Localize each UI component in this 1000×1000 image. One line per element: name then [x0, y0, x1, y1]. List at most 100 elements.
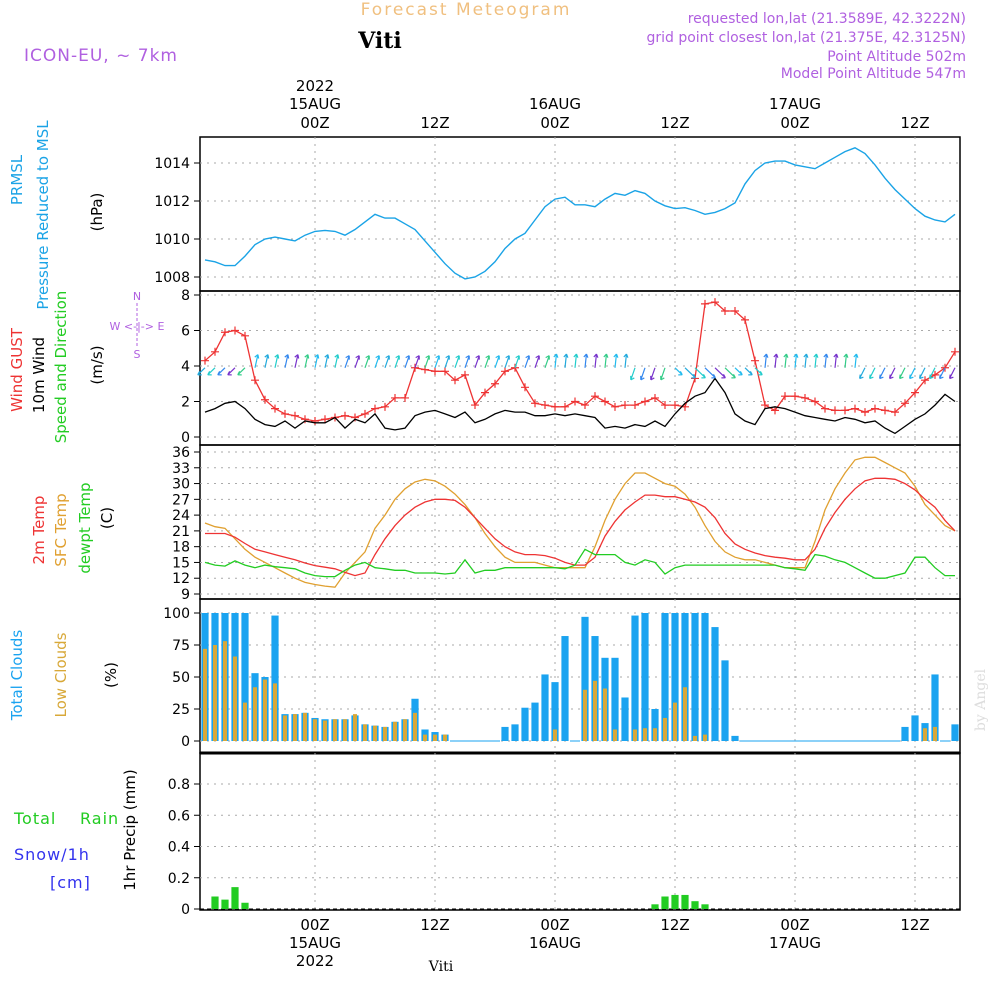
wind-direction-arrow [613, 353, 619, 368]
bottom-date-label: 15AUG [289, 934, 341, 952]
rain-label: Rain [80, 809, 119, 828]
rain-bar [221, 899, 229, 909]
wind-direction-arrow [853, 353, 859, 368]
low-cloud-bar [673, 702, 677, 741]
top-date-label: 16AUG [529, 95, 581, 113]
wind-direction-arrow [514, 355, 520, 368]
low-cloud-bar [613, 729, 617, 741]
total-cloud-bar [611, 657, 619, 741]
wind-direction-arrow [623, 353, 629, 368]
gust-marker [791, 392, 799, 401]
ytick-label: 15 [172, 555, 190, 571]
top-time-label: 00Z [540, 114, 569, 132]
low-cloud-bar [223, 641, 227, 741]
plot-layer: 1008101010121014024689121518212427303336… [154, 77, 961, 970]
low-cloud-bar [213, 645, 217, 741]
low-cloud-bar [933, 726, 937, 741]
gust-marker [891, 408, 899, 417]
wind-direction-arrow [674, 367, 683, 376]
gust-marker [371, 404, 379, 413]
footer-location: Viti [428, 959, 454, 975]
rain-bar [681, 894, 689, 909]
prmsl-long-label: Pressure Reduced to MSL [34, 120, 52, 310]
wind-direction-arrow [744, 367, 753, 376]
wind-direction-arrow [823, 353, 829, 368]
point-altitude: Point Altitude 502m [827, 49, 966, 65]
total-cloud-bar [271, 615, 279, 741]
rain-bar [661, 896, 669, 909]
gust-marker [671, 401, 679, 410]
pressure-unit-label: (hPa) [88, 193, 106, 232]
ytick-label: 50 [172, 670, 190, 686]
low-cloud-bar [693, 735, 697, 741]
gust-marker [641, 397, 649, 406]
prmsl-label: PRMSL [8, 154, 26, 205]
total-cloud-bar [561, 636, 569, 741]
wind-direction-arrow [227, 367, 236, 376]
total-cloud-bar [531, 702, 539, 741]
dewpt-line [204, 548, 955, 579]
gust-marker [571, 397, 579, 406]
gust-marker [201, 356, 209, 365]
wind-direction-arrow [344, 355, 350, 368]
wind-direction-arrow [889, 367, 896, 380]
wind-direction-arrow [454, 355, 460, 368]
wind-direction-arrow [833, 353, 839, 368]
low-cloud-bar [353, 714, 357, 741]
gust-marker [541, 401, 549, 410]
gust-marker [831, 406, 839, 415]
wind-direction-arrow [374, 355, 380, 368]
wind-direction-arrow [294, 354, 300, 368]
gust-marker [731, 306, 739, 315]
cloud-unit-label: (%) [102, 662, 120, 688]
low-cloud-bar [643, 728, 647, 741]
snow-unit-label: [cm] [50, 873, 91, 892]
gust-marker [251, 376, 259, 385]
gust-marker [301, 415, 309, 424]
total-label: Total [13, 809, 56, 828]
wind-direction-arrow [553, 353, 559, 368]
wind-direction-arrow [573, 353, 579, 368]
wind-direction-arrow [929, 367, 936, 380]
total-cloud-bar [651, 709, 659, 741]
gust-marker [871, 404, 879, 413]
gust-marker [401, 393, 409, 402]
precip-panel-labels: Total Rain Snow/1h [cm] 1hr Precip (mm) [13, 769, 139, 892]
low-cloud-bar [443, 734, 447, 741]
total-cloud-bar [661, 613, 669, 741]
ytick-label: 6 [181, 324, 190, 340]
ytick-label: 0.6 [168, 808, 190, 824]
wind-direction-arrow [284, 354, 290, 368]
wind-direction-arrow [763, 353, 769, 368]
rain-bar [691, 901, 699, 909]
wind-direction-arrow [504, 355, 510, 368]
gust-marker [461, 370, 469, 379]
wind-direction-arrow [783, 353, 789, 368]
wind-direction-arrow [237, 367, 246, 376]
rain-bar [701, 904, 709, 909]
gust-line [204, 301, 956, 422]
wind-direction-arrow [593, 353, 599, 368]
total-cloud-bar [241, 613, 249, 741]
gust-marker [221, 328, 229, 337]
low-cloud-bar [683, 687, 687, 741]
total-cloud-bar [701, 613, 709, 741]
low-cloud-bar [583, 689, 587, 741]
temp2m-label: 2m Temp [30, 496, 48, 565]
compass-we: W <-|-> E [110, 320, 165, 333]
gust-marker [751, 356, 759, 365]
top-year-label: 2022 [296, 77, 334, 95]
low-cloud-bar [243, 702, 247, 741]
low-cloud-bar [923, 728, 927, 741]
wind-direction-arrow [640, 367, 646, 381]
low-cloud-bar [633, 729, 637, 741]
total-cloud-bar [581, 616, 589, 741]
bottom-time-label: 00Z [300, 916, 329, 934]
low-cloud-bar [273, 683, 277, 741]
wind-direction-arrow [217, 367, 226, 376]
wind-direction-arrow [704, 367, 716, 379]
wind-direction-arrow [869, 367, 876, 380]
top-date-label: 17AUG [769, 95, 821, 113]
rain-bar [651, 904, 659, 909]
low-cloud-bar [313, 719, 317, 741]
